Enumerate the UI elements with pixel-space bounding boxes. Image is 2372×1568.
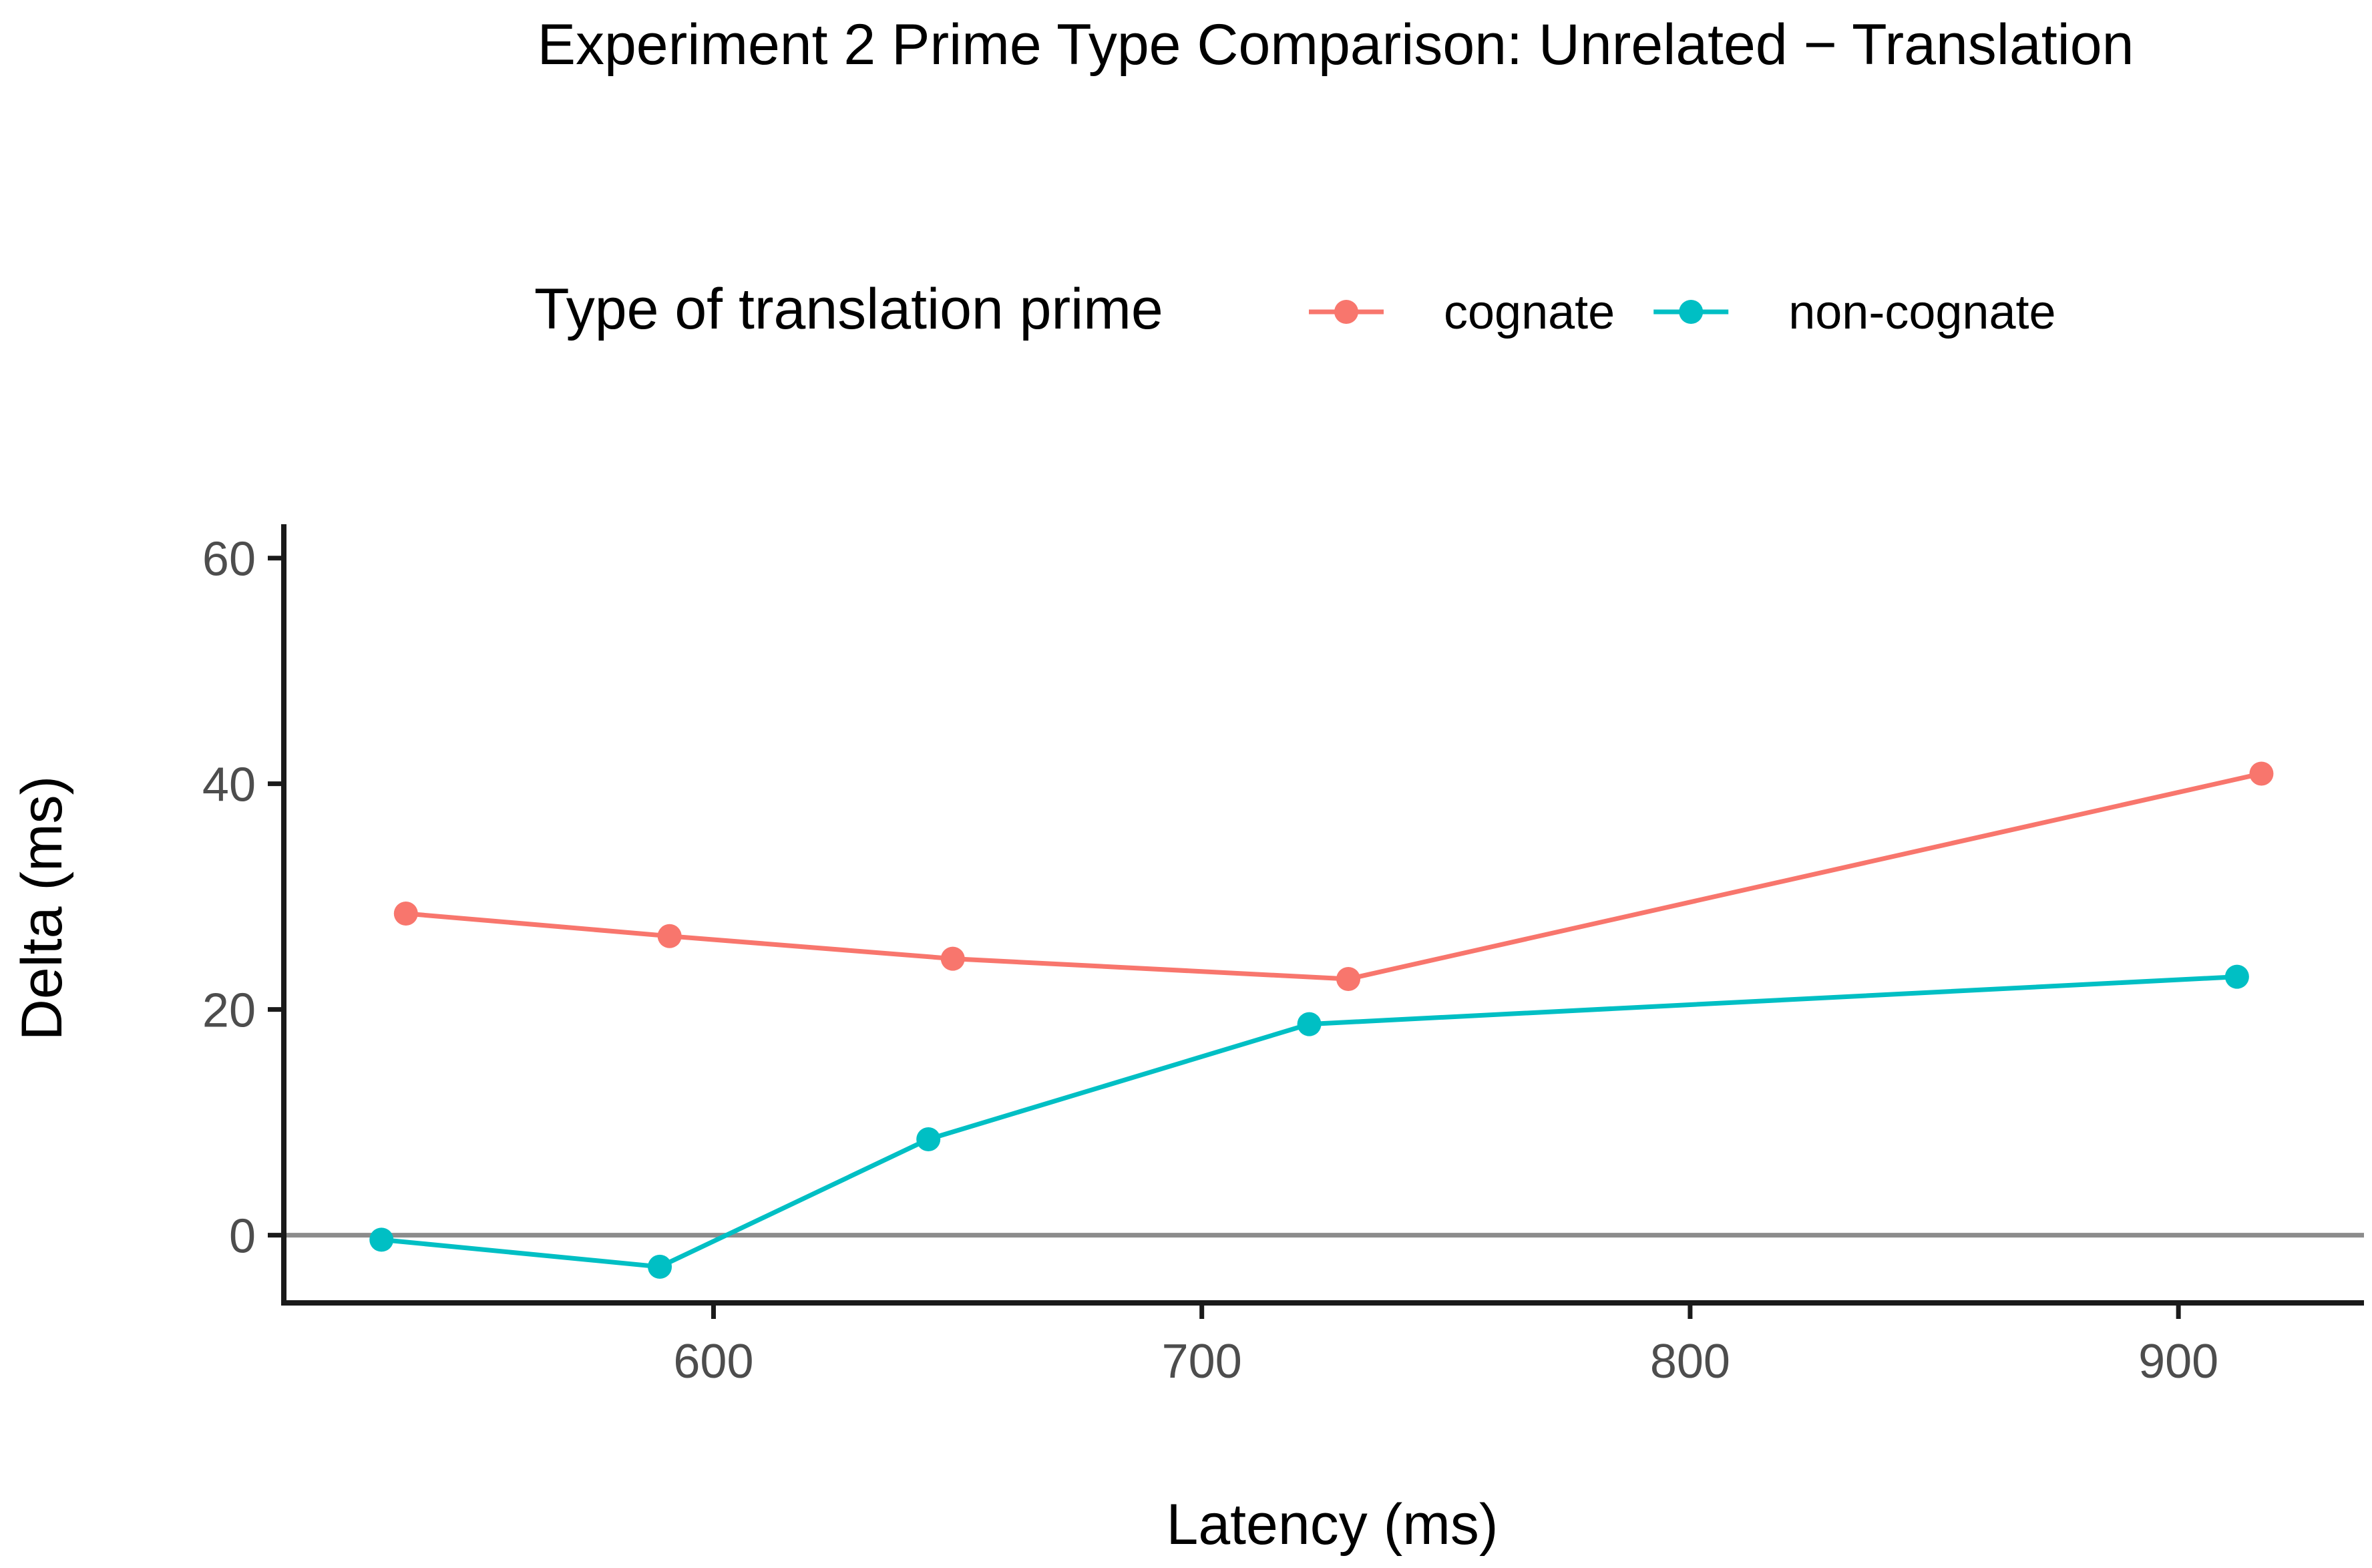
legend-label-cognate: cognate (1444, 286, 1615, 339)
series-non-cognate (369, 964, 2249, 1279)
data-point-non-cognate (648, 1254, 672, 1279)
y-tick-label: 40 (202, 759, 256, 812)
legend-key-point-non-cognate (1679, 300, 1704, 324)
legend-items: cognate non-cognate (1309, 286, 2056, 339)
y-axis-title: Delta (ms) (10, 776, 74, 1041)
legend-item-cognate: cognate (1309, 286, 1615, 339)
data-point-non-cognate (2224, 964, 2249, 989)
data-point-cognate (393, 902, 418, 926)
data-point-non-cognate (1297, 1012, 1322, 1036)
legend: Type of translation prime cognate non-cog… (534, 277, 2056, 341)
data-point-cognate (940, 946, 965, 971)
x-axis-ticks: 600 700 800 900 (673, 1303, 2218, 1388)
y-tick-label: 60 (202, 533, 256, 586)
x-tick-label: 800 (1650, 1335, 1730, 1388)
x-tick-label: 900 (2138, 1335, 2218, 1388)
series-cognate (393, 761, 2274, 992)
chart-title: Experiment 2 Prime Type Comparison: Unre… (538, 13, 2134, 77)
x-axis-title: Latency (ms) (1166, 1493, 1498, 1557)
y-tick-label: 20 (202, 984, 256, 1038)
data-point-cognate (657, 924, 682, 948)
legend-title: Type of translation prime (534, 277, 1163, 341)
legend-item-non-cognate: non-cognate (1653, 286, 2056, 339)
y-tick-label: 0 (229, 1210, 256, 1263)
y-axis-ticks: 0 20 40 60 (202, 533, 284, 1263)
data-point-cognate (2249, 761, 2274, 786)
legend-label-non-cognate: non-cognate (1788, 286, 2055, 339)
plot-panel: 0 20 40 60 600 700 800 900 (202, 524, 2364, 1388)
x-tick-label: 700 (1162, 1335, 1242, 1388)
x-tick-label: 600 (673, 1335, 753, 1388)
legend-key-point-cognate (1334, 300, 1358, 324)
data-point-non-cognate (916, 1127, 941, 1151)
data-point-non-cognate (369, 1227, 394, 1252)
data-point-cognate (1336, 967, 1361, 992)
series-layer (369, 761, 2274, 1279)
